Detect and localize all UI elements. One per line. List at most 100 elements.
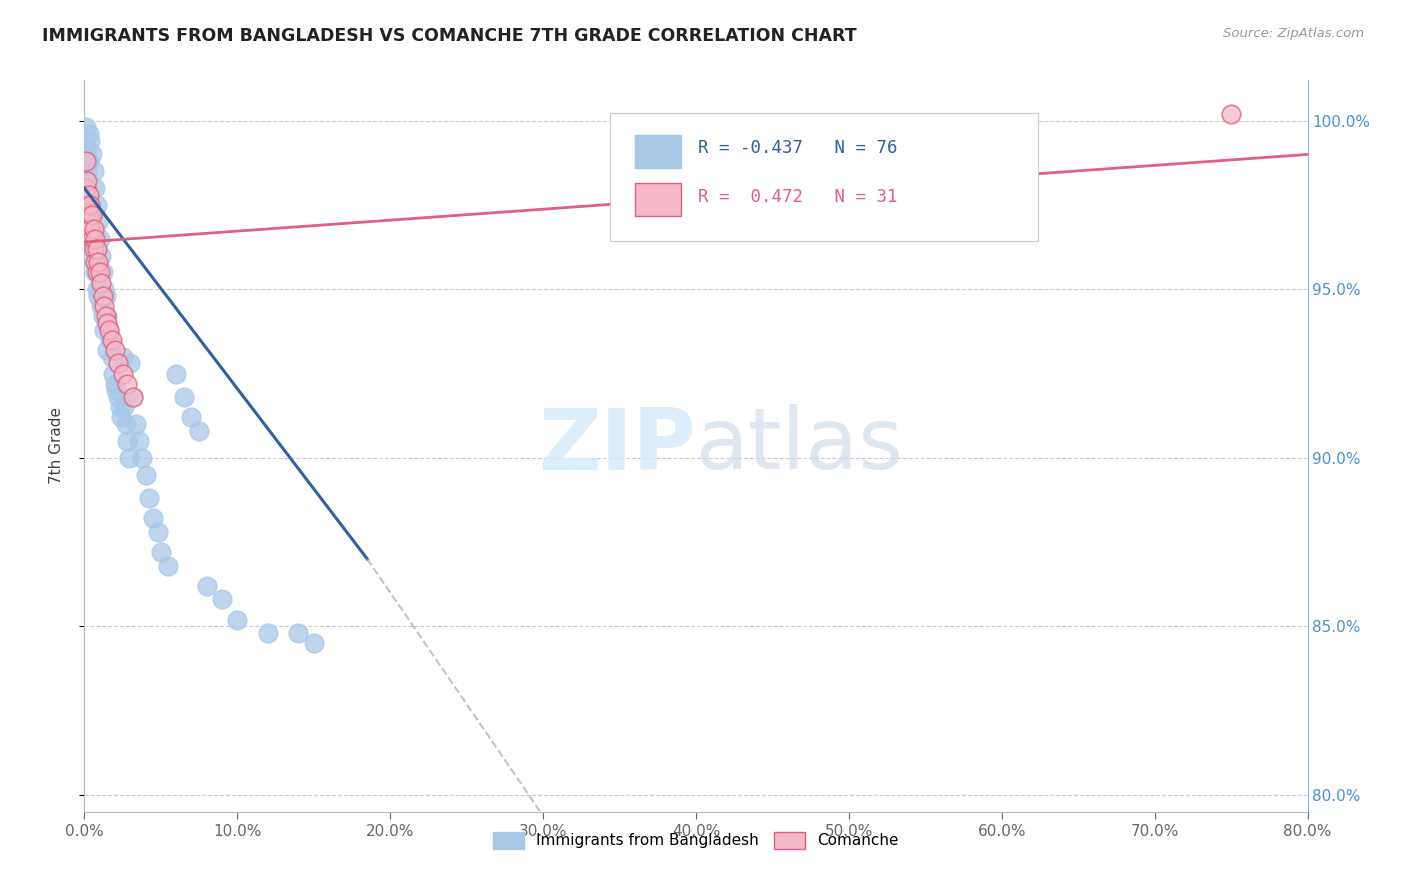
- Point: [122, 390, 145, 404]
- Point: [79, 215, 101, 229]
- Point: [94, 289, 117, 303]
- Point: [226, 613, 249, 627]
- Point: [98, 333, 121, 347]
- Point: [76, 174, 98, 188]
- Point: [84, 181, 107, 195]
- Point: [77, 154, 100, 169]
- Point: [84, 232, 107, 246]
- Point: [80, 242, 103, 256]
- Point: [125, 417, 148, 431]
- Point: [91, 265, 114, 279]
- Point: [96, 316, 118, 330]
- Point: [87, 289, 110, 303]
- Point: [83, 232, 105, 246]
- Point: [180, 410, 202, 425]
- Point: [142, 511, 165, 525]
- Point: [138, 491, 160, 506]
- Point: [131, 450, 153, 465]
- Point: [287, 626, 309, 640]
- Point: [86, 282, 108, 296]
- Point: [76, 198, 98, 212]
- Point: [93, 323, 115, 337]
- Point: [104, 376, 127, 391]
- Point: [89, 232, 111, 246]
- Point: [110, 410, 132, 425]
- Point: [302, 636, 325, 650]
- Point: [1220, 107, 1243, 121]
- Text: Source: ZipAtlas.com: Source: ZipAtlas.com: [1223, 27, 1364, 40]
- Point: [96, 310, 118, 324]
- Point: [97, 323, 120, 337]
- Legend: Immigrants from Bangladesh, Comanche: Immigrants from Bangladesh, Comanche: [488, 825, 904, 855]
- Point: [120, 356, 142, 370]
- Text: atlas: atlas: [696, 404, 904, 488]
- Point: [173, 390, 195, 404]
- Point: [93, 299, 115, 313]
- Point: [83, 242, 105, 256]
- Text: IMMIGRANTS FROM BANGLADESH VS COMANCHE 7TH GRADE CORRELATION CHART: IMMIGRANTS FROM BANGLADESH VS COMANCHE 7…: [42, 27, 856, 45]
- Point: [188, 424, 211, 438]
- Point: [86, 198, 108, 212]
- Point: [146, 524, 169, 539]
- Point: [75, 147, 97, 161]
- Point: [90, 299, 112, 313]
- Point: [77, 208, 100, 222]
- Point: [103, 367, 125, 381]
- Point: [77, 187, 100, 202]
- Point: [75, 154, 97, 169]
- Point: [75, 120, 97, 135]
- Point: [84, 265, 107, 279]
- Text: R =  0.472   N = 31: R = 0.472 N = 31: [699, 188, 898, 206]
- Point: [83, 221, 105, 235]
- FancyBboxPatch shape: [636, 183, 682, 216]
- Point: [257, 626, 280, 640]
- Point: [96, 343, 118, 357]
- Point: [107, 356, 129, 370]
- Point: [115, 434, 138, 448]
- Point: [80, 221, 103, 235]
- Point: [86, 255, 108, 269]
- Point: [91, 310, 114, 324]
- Point: [77, 208, 100, 222]
- Point: [76, 164, 98, 178]
- Point: [111, 350, 134, 364]
- Point: [122, 390, 145, 404]
- Point: [79, 198, 101, 212]
- Point: [86, 265, 108, 279]
- Y-axis label: 7th Grade: 7th Grade: [49, 408, 63, 484]
- Point: [84, 242, 107, 256]
- Point: [128, 434, 150, 448]
- Point: [135, 467, 157, 482]
- Point: [76, 141, 98, 155]
- Point: [83, 164, 105, 178]
- Point: [97, 323, 120, 337]
- Point: [115, 376, 138, 391]
- Point: [101, 333, 124, 347]
- Point: [90, 276, 112, 290]
- Point: [93, 282, 115, 296]
- Point: [107, 390, 129, 404]
- Point: [118, 450, 141, 465]
- FancyBboxPatch shape: [610, 113, 1039, 241]
- Point: [79, 198, 101, 212]
- Point: [77, 187, 100, 202]
- Point: [112, 401, 135, 415]
- Point: [91, 289, 114, 303]
- Point: [75, 181, 97, 195]
- Point: [80, 232, 103, 246]
- Point: [195, 579, 218, 593]
- Point: [108, 401, 131, 415]
- Point: [94, 310, 117, 324]
- Point: [211, 592, 233, 607]
- Point: [80, 208, 103, 222]
- Text: ZIP: ZIP: [538, 404, 696, 488]
- FancyBboxPatch shape: [636, 136, 682, 168]
- Point: [77, 127, 100, 141]
- Point: [157, 558, 180, 573]
- Point: [87, 255, 110, 269]
- Point: [76, 181, 98, 195]
- Point: [83, 255, 105, 269]
- Point: [79, 134, 101, 148]
- Point: [80, 147, 103, 161]
- Text: R = -0.437   N = 76: R = -0.437 N = 76: [699, 139, 898, 157]
